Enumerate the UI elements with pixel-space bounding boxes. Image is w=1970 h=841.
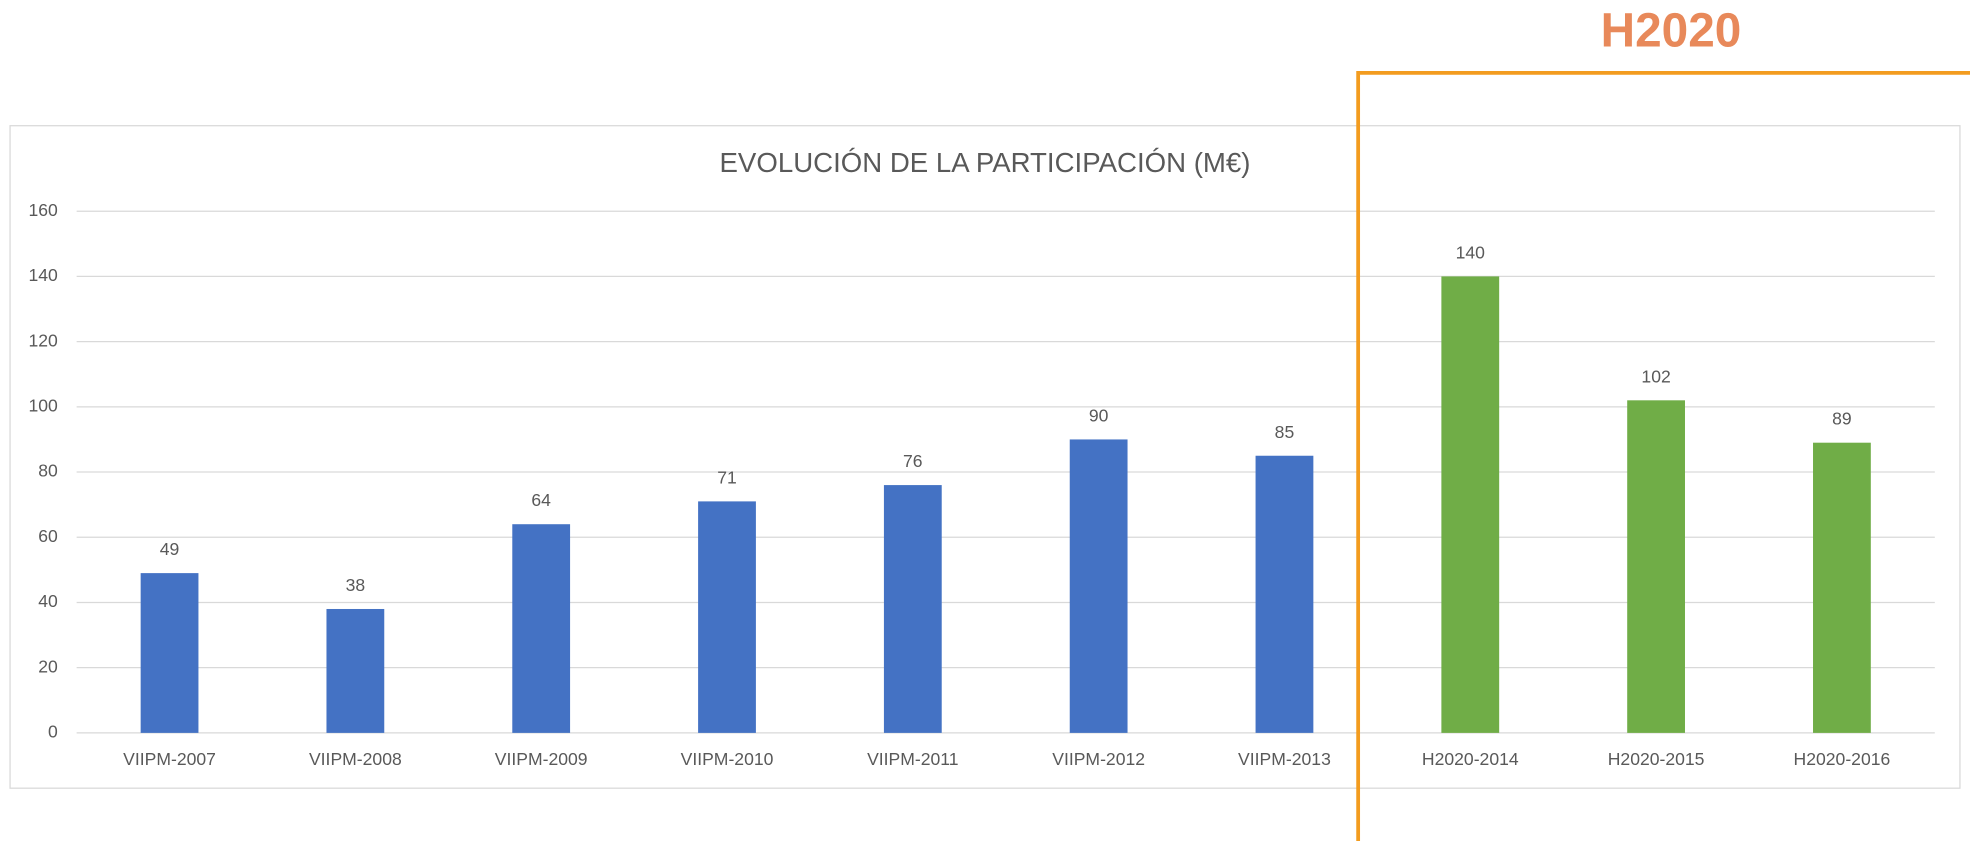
- bar: [883, 485, 942, 733]
- y-tick-label: 140: [28, 265, 58, 285]
- x-tick-label: H2020-2014: [1422, 749, 1519, 769]
- value-label: 90: [1089, 405, 1109, 425]
- y-tick-label: 0: [48, 722, 58, 742]
- chart-title: EVOLUCIÓN DE LA PARTICIPACIÓN (M€): [720, 147, 1251, 178]
- bar: [1813, 442, 1871, 733]
- bar: [1441, 276, 1500, 733]
- x-tick-label: H2020-2016: [1794, 749, 1891, 769]
- value-label: 140: [1456, 242, 1486, 262]
- bar: [698, 501, 756, 733]
- y-tick-label: 40: [38, 591, 58, 611]
- y-tick-label: 60: [38, 526, 58, 546]
- value-label: 38: [346, 575, 366, 595]
- bar: [1069, 439, 1128, 733]
- annotation: H2020: [1601, 5, 1742, 58]
- value-label: 76: [903, 451, 923, 471]
- x-tick-label: VIIPM-2007: [123, 749, 216, 769]
- bar: [512, 524, 571, 733]
- value-label: 64: [531, 490, 551, 510]
- bar: [326, 608, 385, 733]
- bar: [1627, 400, 1685, 733]
- y-tick-label: 120: [28, 330, 58, 350]
- x-tick-label: VIIPM-2008: [309, 749, 402, 769]
- x-tick-label: VIIPM-2011: [867, 749, 958, 769]
- plot-area: 0 20 40 60 80 100 120 140 160 VIIPM-2007 49 VIIPM-2…: [28, 200, 1935, 769]
- highlight-frame: [1356, 71, 1970, 841]
- x-tick-label: H2020-2015: [1608, 749, 1705, 769]
- y-tick-label: 80: [38, 461, 58, 481]
- value-label: 71: [717, 467, 737, 487]
- bar: [1255, 455, 1314, 733]
- y-tick-label: 20: [38, 656, 58, 676]
- x-tick-label: VIIPM-2009: [495, 749, 588, 769]
- x-tick-label: VIIPM-2012: [1052, 749, 1145, 769]
- value-label: 85: [1275, 422, 1295, 442]
- value-label: 102: [1641, 366, 1670, 386]
- value-label: 89: [1832, 409, 1852, 429]
- x-tick-label: VIIPM-2010: [681, 749, 774, 769]
- bar: [140, 573, 199, 733]
- value-label: 49: [160, 539, 180, 559]
- x-tick-label: VIIPM-2013: [1238, 749, 1331, 769]
- y-tick-label: 160: [28, 200, 58, 220]
- y-tick-label: 100: [28, 395, 58, 415]
